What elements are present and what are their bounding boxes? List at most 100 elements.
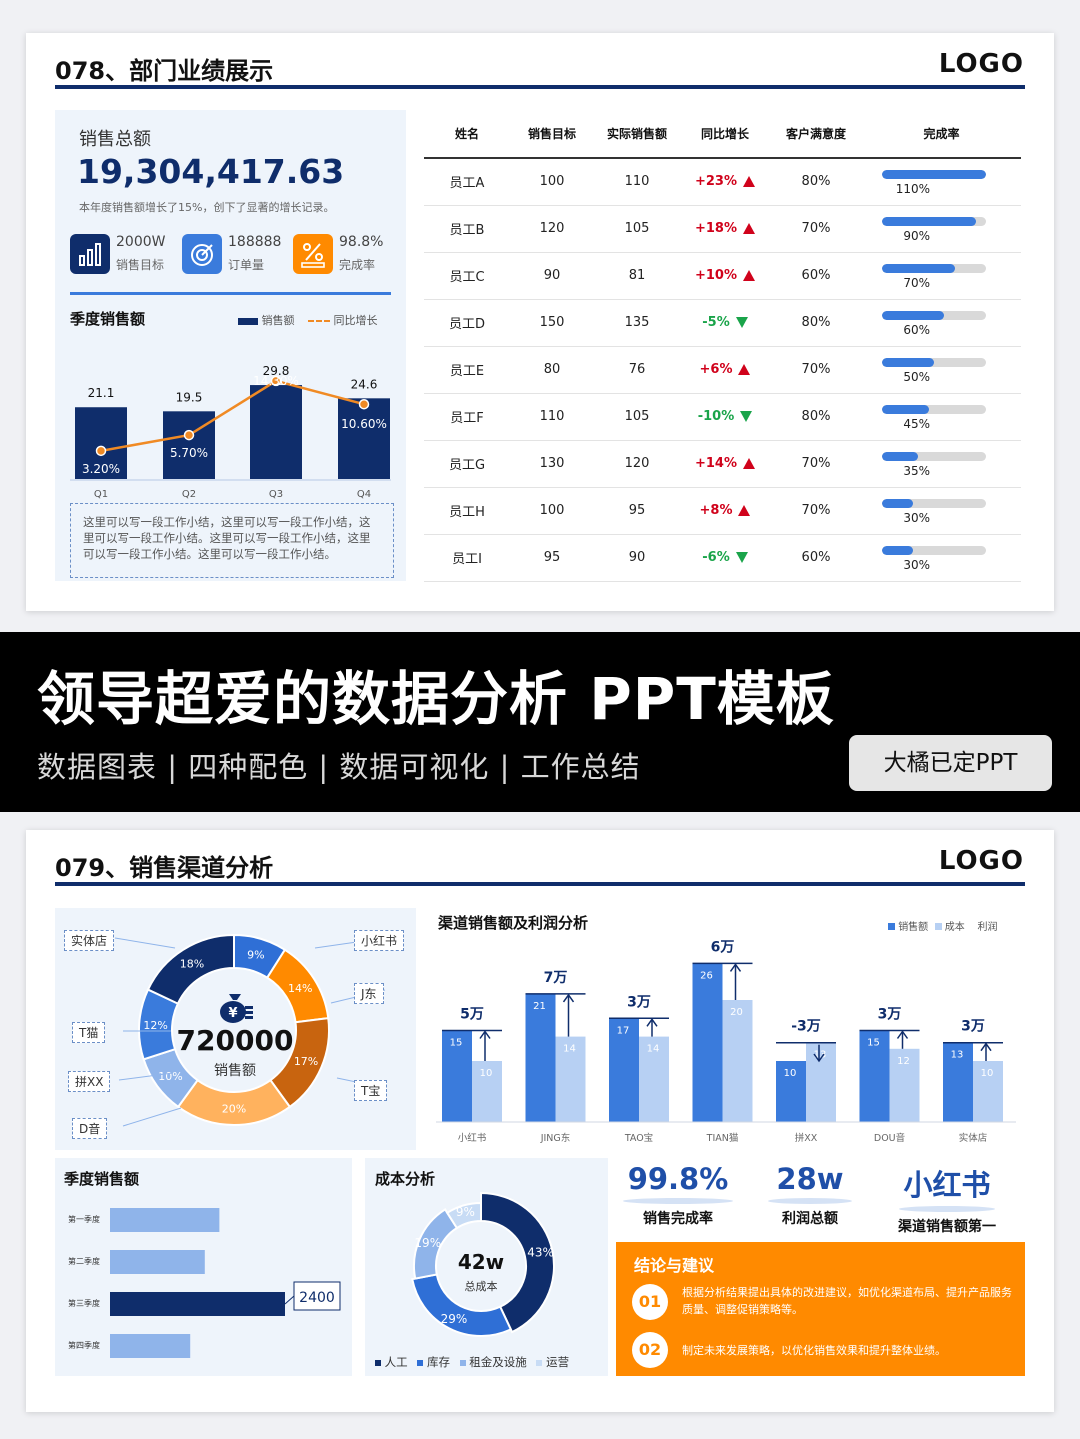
conclusion-box: 结论与建议 01 根据分析结果提出具体的改进建议，如优化渠道布局、提升产品服务质… [616,1242,1025,1376]
cell-growth: +8% [680,487,770,535]
table-row: 员工G 130 120 +14% 70% 35% [424,440,1021,488]
slice-label: 18% [180,958,204,971]
completion-bar-fill [882,451,919,461]
conclusion-number: 01 [632,1284,668,1320]
cost-bar-TIAN猫 [722,1000,753,1122]
quarter-bar-第一季度 [110,1208,220,1232]
cell-target: 80 [510,346,594,394]
cost-center-value: 42w [457,1250,505,1274]
completion-value: 60% [903,323,930,337]
legend-sales-swatch [238,317,258,325]
legend-sales-label: 销售额 [898,922,929,933]
growth-label: 3.20% [82,462,120,476]
cell-name: 员工E [424,346,510,394]
table-row: 员工H 100 95 +8% 70% 30% [424,487,1021,535]
x-tick-label: TIAN猫 [706,1132,739,1144]
completion-bar [882,263,986,273]
slide-title: 078、部门业绩展示 [55,57,274,85]
cell-satisfaction: 60% [770,252,862,300]
completion-value: 30% [903,558,930,572]
slice-label: 14% [288,982,312,995]
completion-bar [882,169,986,179]
growth-value: +6% [699,362,733,377]
sales-bar-拼XX [776,1061,806,1122]
triangle-down-icon [735,552,748,563]
slice-label: 9% [247,949,264,962]
cell-target: 95 [510,534,594,582]
x-tick-label: Q2 [182,489,196,500]
legend-growth: 同比增长 [308,312,378,328]
cell-satisfaction: 60% [770,534,862,582]
profit-label: 3万 [627,994,651,1010]
kpi-label: 完成率 [339,258,376,272]
cost-slice-label: 19% [414,1236,441,1250]
bar-value-label: 21.1 [88,386,115,400]
col-growth: 同比增长 [680,110,770,159]
legend-inventory: 库存 [426,1355,450,1369]
conclusion-title: 结论与建议 [634,1256,715,1275]
legend-labor: 人工 [384,1355,408,1369]
triangle-up-icon [743,458,755,469]
growth-point [183,429,195,441]
slide-title: 079、销售渠道分析 [55,854,274,882]
cell-completion: 45% [862,393,1021,441]
legend-swatch-rent [459,1360,466,1366]
tag-pinxx: 拼XX [68,1071,111,1092]
channel-donut-chart: 9% 14% 17% 20% 10% 12% 18% [114,933,386,1127]
cell-actual: 90 [594,534,680,582]
legend-growth-swatch [308,320,330,322]
completion-value: 30% [903,511,930,525]
arrow-head [729,963,742,972]
profit-label: 7万 [544,970,568,986]
money-bag-icon: ¥ [215,988,255,1024]
y-tick-label: 第四季度 [68,1340,100,1350]
kpi-completion: 98.8% 完成率 [293,234,403,274]
cell-completion: 50% [862,346,1021,394]
bar-value-label: 19.5 [176,390,203,404]
cell-actual: 95 [594,487,680,535]
arrow-head [980,1042,992,1052]
sales-value: 26 [700,970,713,981]
cell-completion: 70% [862,252,1021,300]
tag-shitidian: 实体店 [64,930,115,951]
sales-bar-实体店 [943,1042,973,1122]
sales-bar-TAO宝 [609,1018,639,1122]
cell-name: 员工B [424,205,510,253]
cost-bar-拼XX [806,1042,836,1122]
promo-banner: 领导超爱的数据分析 PPT模板 数据图表 | 四种配色 | 数据可视化 | 工作… [0,632,1080,812]
sales-bar-TIAN猫 [692,963,723,1122]
cost-slice-人工 [480,1191,555,1334]
logo: LOGO [938,846,1024,876]
completion-bar [882,310,986,320]
leader-line [114,937,176,949]
triangle-up-icon [743,223,755,234]
cell-satisfaction: 70% [770,346,862,394]
cell-target: 90 [510,252,594,300]
col-name: 姓名 [424,110,510,159]
sales-value: 10 [784,1068,797,1079]
legend-profit-label: 利润 [977,922,998,933]
cost-value: 14 [647,1044,660,1055]
triangle-up-icon [738,364,751,375]
bar-value-label: 24.6 [351,377,378,391]
arrow-head [479,1030,491,1039]
cost-slice-租金及设施 [413,1208,459,1280]
banner-subtitle: 数据图表 | 四种配色 | 数据可视化 | 工作总结 [37,750,641,784]
y-tick-label: 第一季度 [68,1214,100,1224]
profit-label: -3万 [791,1019,821,1035]
legend-swatch-ops [536,1360,543,1366]
cell-satisfaction: 70% [770,205,862,253]
banner-badge[interactable]: 大橘已定PPT [849,735,1052,791]
table-body: 员工A 100 110 +23% 80% 110% 员工B 120 105 +18% 70% 90% 员… [424,158,1021,582]
quarter-bar-第四季度 [110,1334,191,1358]
channel-bar-chart: 15 10 小红书 5万 21 14 JING东 7万 17 14 TAO宝 3万 26 20 TIAN猫 6… [436,939,1016,1144]
sales-total-label: 销售总额 [79,129,151,150]
divider [70,292,391,295]
completion-bar [882,545,986,555]
cell-target: 110 [510,393,594,441]
table-row: 员工I 95 90 -6% 60% 30% [424,534,1021,582]
callout-value: 2400 [299,1290,335,1306]
slice-label: 17% [294,1055,318,1068]
completion-bar-fill [882,357,934,367]
